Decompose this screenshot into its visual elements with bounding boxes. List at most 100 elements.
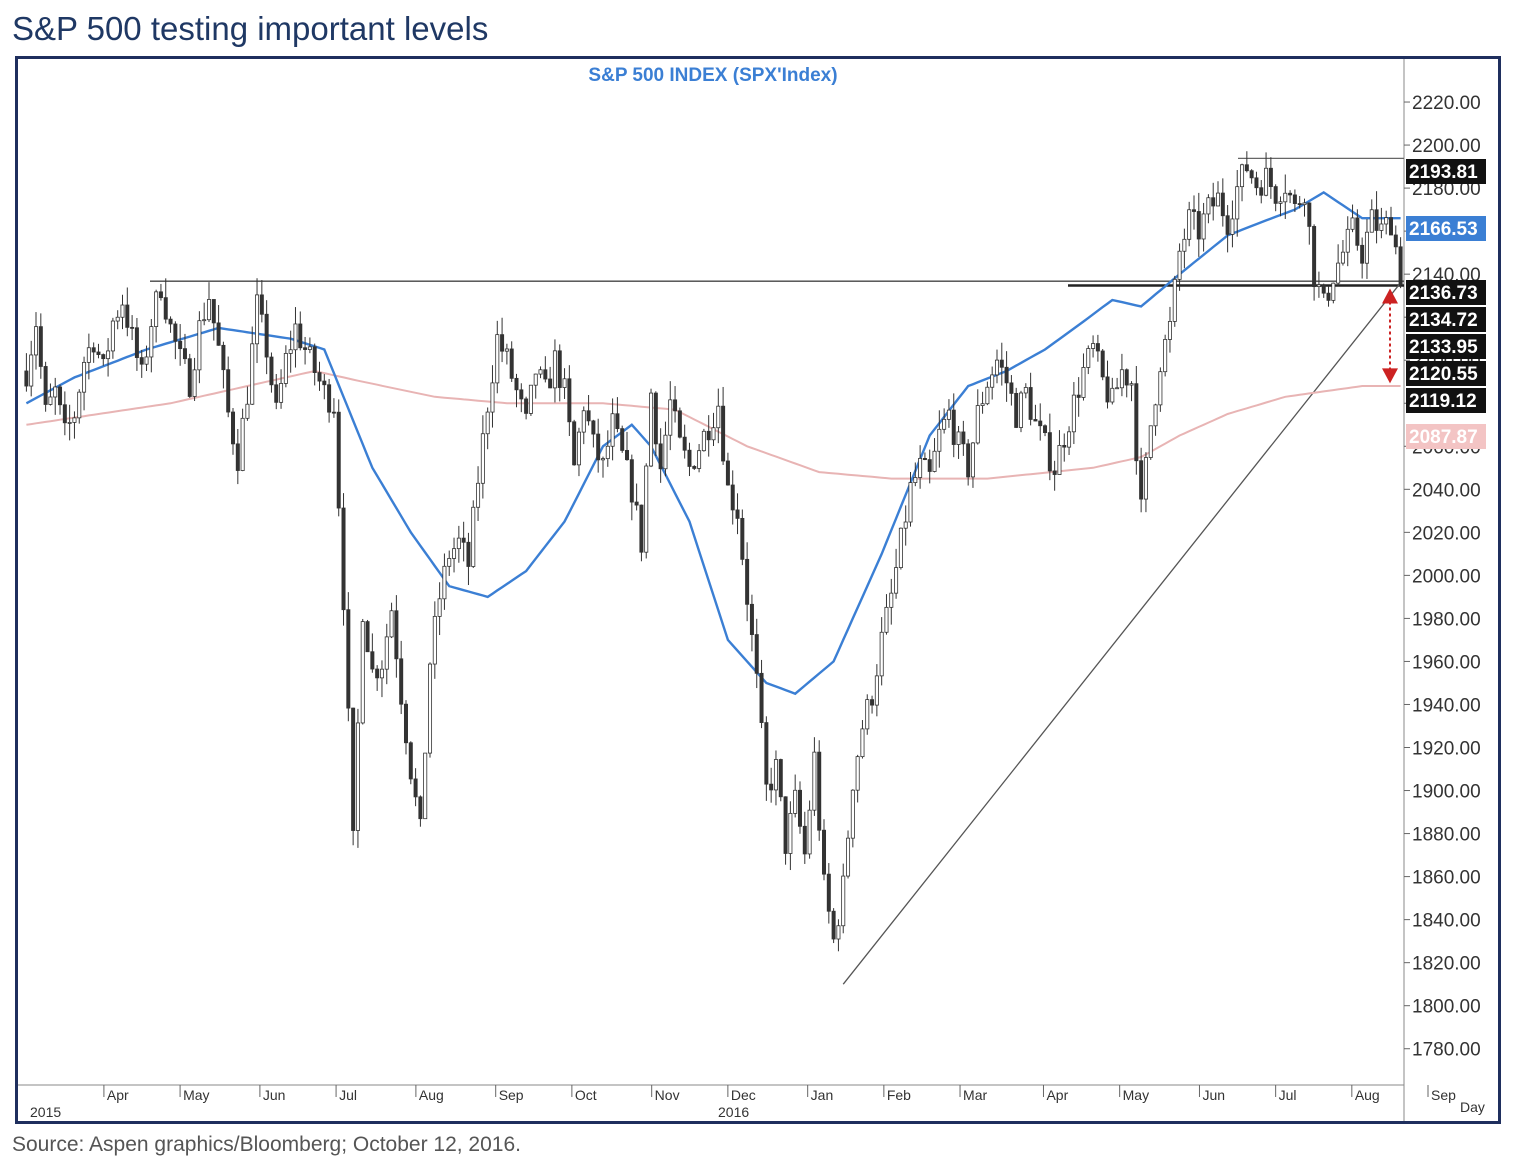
candle-body-246 bbox=[1206, 197, 1211, 215]
year-label-0: 2015 bbox=[30, 1104, 61, 1120]
candle-body-89 bbox=[452, 548, 457, 559]
x-tick-label-9: Jan bbox=[811, 1087, 834, 1103]
candle-body-189 bbox=[932, 450, 937, 472]
candle-body-81 bbox=[413, 778, 418, 798]
price-label-bg-3 bbox=[1406, 307, 1486, 332]
candle-body-55 bbox=[288, 349, 293, 354]
candle-body-139 bbox=[692, 466, 697, 469]
candle-body-152 bbox=[754, 634, 759, 674]
candle-body-175 bbox=[865, 699, 870, 730]
x-tick-label-12: Apr bbox=[1046, 1087, 1068, 1103]
candle-body-136 bbox=[677, 410, 682, 438]
candle-body-212 bbox=[1043, 425, 1048, 434]
price-label-bg-5 bbox=[1406, 361, 1486, 386]
candle-body-111 bbox=[557, 350, 562, 388]
candle-body-87 bbox=[442, 565, 447, 600]
y-tick-label-9: 2040.00 bbox=[1412, 480, 1481, 501]
candle-body-65 bbox=[336, 411, 341, 509]
candle-body-268 bbox=[1312, 226, 1317, 288]
candle-body-117 bbox=[586, 410, 591, 422]
candle-body-286 bbox=[1398, 246, 1403, 285]
candle-body-176 bbox=[870, 699, 875, 706]
candle-body-146 bbox=[725, 460, 730, 486]
candle-body-181 bbox=[894, 567, 899, 594]
candle-body-191 bbox=[942, 418, 947, 430]
candle-body-179 bbox=[884, 606, 889, 633]
candle-body-159 bbox=[788, 813, 793, 854]
candle-body-190 bbox=[937, 428, 942, 452]
candle-body-50 bbox=[264, 313, 269, 358]
candle-body-217 bbox=[1067, 431, 1072, 448]
candle-body-281 bbox=[1374, 209, 1379, 231]
candle-body-68 bbox=[351, 707, 356, 831]
candle-body-149 bbox=[740, 517, 745, 560]
candle-body-235 bbox=[1153, 404, 1158, 427]
candle-body-238 bbox=[1167, 321, 1172, 340]
candle-body-40 bbox=[216, 322, 221, 346]
candle-body-63 bbox=[327, 384, 332, 413]
candle-body-11 bbox=[77, 391, 82, 419]
candle-body-147 bbox=[730, 484, 735, 511]
candle-body-105 bbox=[528, 384, 533, 414]
candle-body-192 bbox=[946, 409, 951, 420]
price-label-6: 2119.12 bbox=[1409, 391, 1477, 412]
candle-body-272 bbox=[1331, 282, 1336, 301]
candle-body-145 bbox=[721, 405, 726, 462]
candle-body-188 bbox=[927, 459, 932, 472]
candle-body-258 bbox=[1264, 167, 1269, 196]
candle-body-276 bbox=[1350, 217, 1355, 230]
candle-body-61 bbox=[317, 372, 322, 382]
candle-body-118 bbox=[591, 420, 596, 435]
candle-body-144 bbox=[716, 405, 721, 429]
candle-body-127 bbox=[634, 501, 639, 506]
candle-body-5 bbox=[48, 396, 53, 405]
candle-body-193 bbox=[951, 409, 956, 445]
y-tick-label-22: 1780.00 bbox=[1412, 1040, 1481, 1061]
candle-body-88 bbox=[447, 558, 452, 567]
candle-body-284 bbox=[1388, 217, 1393, 236]
candle-body-205 bbox=[1009, 382, 1014, 394]
candle-body-252 bbox=[1235, 186, 1240, 220]
x-tick-label-11: Mar bbox=[963, 1087, 987, 1103]
candle-body-1 bbox=[29, 354, 34, 387]
candle-body-78 bbox=[399, 658, 404, 705]
candle-body-208 bbox=[1023, 387, 1028, 394]
candle-body-119 bbox=[596, 433, 601, 461]
candle-body-256 bbox=[1254, 177, 1259, 189]
candle-body-209 bbox=[1028, 387, 1033, 420]
candle-body-242 bbox=[1187, 209, 1192, 240]
candle-body-86 bbox=[437, 598, 442, 617]
candle-body-19 bbox=[115, 316, 120, 322]
chart-frame bbox=[15, 56, 1501, 1124]
candle-body-207 bbox=[1019, 392, 1024, 428]
candle-body-125 bbox=[625, 450, 630, 461]
candle-body-233 bbox=[1143, 457, 1148, 500]
candle-body-120 bbox=[600, 458, 605, 461]
candle-body-255 bbox=[1249, 170, 1254, 179]
candle-body-230 bbox=[1129, 383, 1134, 386]
candle-body-183 bbox=[903, 521, 908, 529]
candle-body-264 bbox=[1292, 194, 1297, 204]
candle-body-218 bbox=[1071, 394, 1076, 433]
candle-body-254 bbox=[1244, 164, 1249, 172]
candle-body-13 bbox=[86, 347, 91, 363]
candle-body-17 bbox=[106, 350, 111, 360]
candle-body-7 bbox=[58, 386, 63, 406]
candle-body-44 bbox=[235, 443, 240, 471]
price-label-bg-2 bbox=[1406, 280, 1486, 305]
y-tick-label-20: 1820.00 bbox=[1412, 954, 1481, 975]
candle-body-124 bbox=[620, 428, 625, 451]
candle-body-154 bbox=[764, 722, 769, 785]
candle-body-156 bbox=[773, 759, 778, 791]
candle-body-96 bbox=[485, 411, 490, 435]
candle-body-251 bbox=[1230, 218, 1235, 235]
candle-body-46 bbox=[245, 403, 250, 419]
candle-body-84 bbox=[428, 663, 433, 754]
candle-body-3 bbox=[38, 326, 43, 367]
candle-body-97 bbox=[490, 382, 495, 413]
candle-body-25 bbox=[144, 356, 149, 365]
candle-body-47 bbox=[250, 343, 255, 405]
candle-body-8 bbox=[62, 404, 67, 424]
price-label-4: 2133.95 bbox=[1409, 337, 1478, 358]
candle-body-275 bbox=[1345, 228, 1350, 253]
